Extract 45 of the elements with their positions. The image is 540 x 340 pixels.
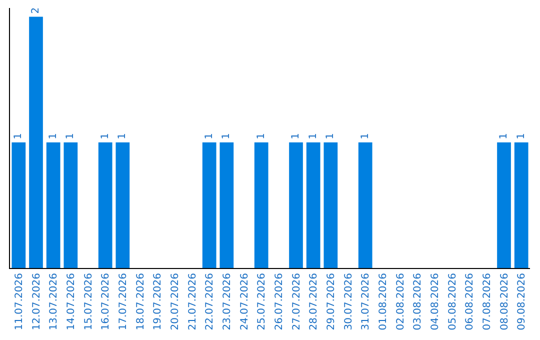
data-label: 1 <box>48 133 59 140</box>
x-tick-label: 19.07.2026 <box>152 273 164 330</box>
data-label: 1 <box>498 133 510 140</box>
x-tick-label: 09.08.2026 <box>516 273 528 330</box>
x-tick-label: 29.07.2026 <box>326 273 337 330</box>
data-label: 1 <box>308 133 319 140</box>
x-tick-label: 03.08.2026 <box>412 273 424 330</box>
x-tick-label: 01.08.2026 <box>378 273 389 330</box>
data-label: 1 <box>65 133 76 140</box>
x-tick-label: 11.07.2026 <box>14 273 25 330</box>
data-label: 2 <box>30 7 42 14</box>
x-tick-label: 07.08.2026 <box>482 273 493 330</box>
x-tick-label: 31.07.2026 <box>360 273 372 330</box>
data-label: 1 <box>204 133 215 140</box>
x-tick-label: 06.08.2026 <box>464 273 476 330</box>
x-tick-label: 16.07.2026 <box>100 273 112 330</box>
x-tick-label: 18.07.2026 <box>135 273 146 330</box>
x-tick-label: 24.07.2026 <box>239 273 250 330</box>
x-tick-label: 26.07.2026 <box>274 273 285 330</box>
data-label: 1 <box>117 133 128 140</box>
data-label: 1 <box>256 133 267 140</box>
data-label: 1 <box>221 133 232 140</box>
data-label: 1 <box>516 133 527 140</box>
data-label: 1 <box>360 133 371 140</box>
x-tick-label: 12.07.2026 <box>31 273 42 330</box>
x-tick-label: 23.07.2026 <box>222 273 233 330</box>
x-tick-label: 08.08.2026 <box>499 273 510 330</box>
x-tick-label: 15.07.2026 <box>83 273 94 330</box>
x-tick-label: 27.07.2026 <box>291 273 302 330</box>
x-tick-label: 20.07.2026 <box>170 273 181 330</box>
x-tick-label: 28.07.2026 <box>308 273 320 330</box>
x-tick-label: 22.07.2026 <box>204 273 216 330</box>
x-tick-label: 02.08.2026 <box>395 273 406 330</box>
data-label: 1 <box>100 133 111 140</box>
x-tick-label: 13.07.2026 <box>48 273 60 330</box>
data-label: 1 <box>290 133 302 140</box>
x-tick-label: 17.07.2026 <box>118 273 129 330</box>
x-tick-label: 30.07.2026 <box>343 273 354 330</box>
data-label: 1 <box>13 133 24 140</box>
x-tick-label: 05.08.2026 <box>447 273 458 330</box>
x-tick-label: 21.07.2026 <box>187 273 198 330</box>
data-label: 1 <box>325 133 336 140</box>
x-tick-label: 04.08.2026 <box>430 273 441 330</box>
x-tick-label: 14.07.2026 <box>66 273 77 330</box>
x-tick-label: 25.07.2026 <box>256 273 268 330</box>
